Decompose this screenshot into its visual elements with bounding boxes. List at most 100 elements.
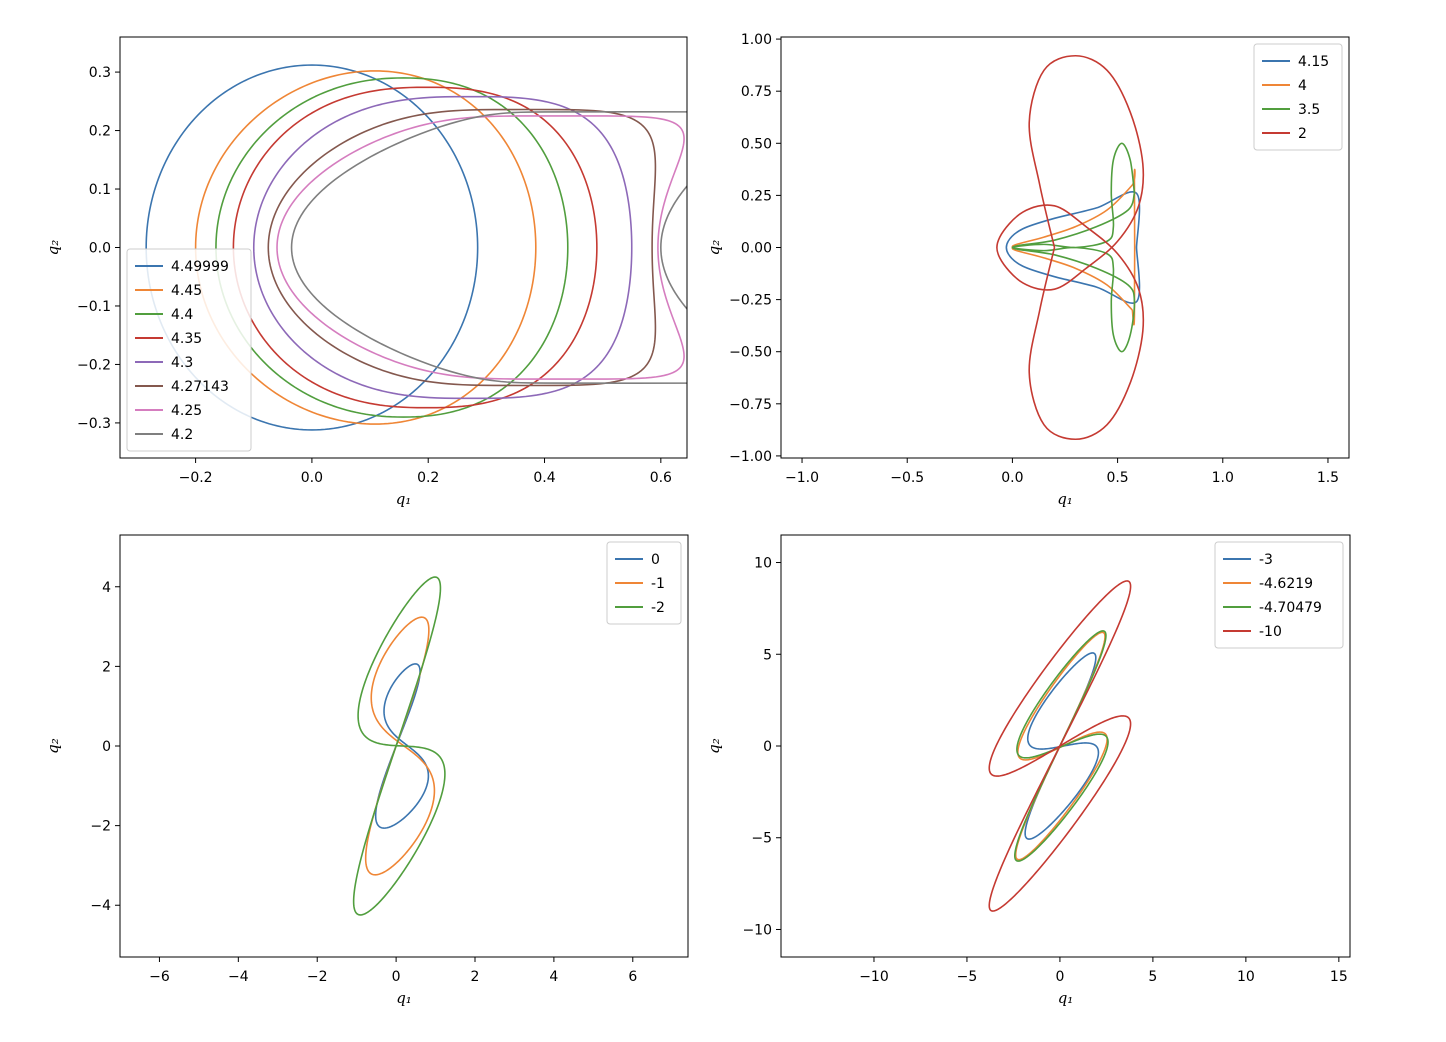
y-axis-label: q₂ <box>44 240 62 256</box>
y-tick-label: 0.25 <box>741 188 772 204</box>
y-tick-label: 0 <box>102 739 111 755</box>
legend-entry: 3.5 <box>1298 102 1320 118</box>
x-axis-label: q₁ <box>396 989 412 1007</box>
legend-box <box>606 541 682 625</box>
legend: 0 -1 -2 <box>606 541 682 625</box>
y-tick-label: 10 <box>754 556 772 572</box>
x-tick-label: −5 <box>957 969 978 985</box>
legend-entry: -3 <box>1259 552 1273 568</box>
series-line-2 <box>1011 168 1136 326</box>
series-line-4 <box>996 54 1145 441</box>
legend-entry: 4 <box>1298 78 1307 94</box>
legend-box <box>1214 541 1344 649</box>
series-line-1 <box>1005 191 1141 304</box>
x-tick-label: 0.5 <box>1106 470 1128 486</box>
series-line-3 <box>1011 142 1136 353</box>
y-tick-label: 2 <box>102 659 111 675</box>
legend-entry: 4.25 <box>171 403 202 419</box>
y-tick-label: 0.0 <box>89 241 111 257</box>
x-axis-label: q₁ <box>1058 989 1074 1007</box>
series-line-4 <box>988 580 1132 912</box>
y-tick-label: 0.75 <box>741 84 772 100</box>
legend-entry: -4.6219 <box>1259 576 1313 592</box>
series-line-1 <box>145 64 479 431</box>
x-tick-label: −2 <box>307 969 328 985</box>
x-tick-label: 0 <box>1055 969 1064 985</box>
series-group <box>352 576 446 916</box>
legend-entry: 4.4 <box>171 307 193 323</box>
legend-entry: 2 <box>1298 126 1307 142</box>
x-tick-label: −1.0 <box>785 470 819 486</box>
x-tick-label: −0.2 <box>179 470 213 486</box>
y-axis-label: q₂ <box>44 738 62 754</box>
series-group <box>996 54 1145 441</box>
y-tick-label: −2 <box>90 819 111 835</box>
x-tick-label: 0.0 <box>301 470 323 486</box>
y-tick-label: 0.2 <box>89 124 111 140</box>
series-group <box>145 64 687 431</box>
y-tick-label: −0.25 <box>729 293 772 309</box>
y-tick-label: 4 <box>102 580 111 596</box>
legend-entry: 4.35 <box>171 331 202 347</box>
x-tick-label: 0.4 <box>533 470 555 486</box>
y-tick-label: −4 <box>90 898 111 914</box>
y-tick-label: −0.75 <box>729 397 772 413</box>
legend-entry: 4.15 <box>1298 54 1329 70</box>
chart-panel-2: −1.0 −0.5 0.0 0.5 1.0 1.5 −1.00 −0.75 −0.50 −0.25… <box>705 32 1350 508</box>
x-tick-label: 10 <box>1237 969 1255 985</box>
series-line-2 <box>194 70 537 425</box>
legend: -3 -4.6219 -4.70479 -10 <box>1214 541 1344 649</box>
y-tick-label: −0.3 <box>77 416 111 432</box>
x-tick-label: 0.0 <box>1001 470 1023 486</box>
legend-entry: -2 <box>651 600 665 616</box>
y-tick-label: −5 <box>751 831 772 847</box>
y-tick-label: 0.3 <box>89 65 111 81</box>
series-line-7 <box>276 115 685 380</box>
chart-panel-3: −6 −4 −2 0 2 4 6 −4 −2 0 2 4 q₁ q₂ 0 -1 -2 <box>44 534 689 1007</box>
x-tick-label: −0.5 <box>890 470 924 486</box>
legend-entry: -10 <box>1259 624 1282 640</box>
y-tick-label: 5 <box>763 647 772 663</box>
x-tick-label: 2 <box>471 969 480 985</box>
x-tick-label: 0.6 <box>650 470 672 486</box>
x-tick-label: 1.5 <box>1317 470 1339 486</box>
y-tick-label: −0.50 <box>729 345 772 361</box>
legend-entry: -1 <box>651 576 665 592</box>
series-group <box>988 580 1132 912</box>
series-line-3 <box>1014 630 1109 862</box>
y-axis-label: q₂ <box>705 738 723 754</box>
x-axis-label: q₁ <box>1057 490 1073 508</box>
legend-entry: 0 <box>651 552 660 568</box>
series-line-5 <box>252 95 633 400</box>
legend-entry: 4.49999 <box>171 259 229 275</box>
series-line-6 <box>267 108 657 387</box>
x-tick-label: 5 <box>1148 969 1157 985</box>
x-tick-label: −6 <box>149 969 170 985</box>
y-tick-label: −10 <box>742 922 772 938</box>
x-tick-label: 0.2 <box>417 470 439 486</box>
y-tick-label: 0.1 <box>89 182 111 198</box>
series-line-3 <box>352 576 446 916</box>
legend-entry: 4.2 <box>171 427 193 443</box>
series-line-8 <box>290 111 687 384</box>
legend-entry: -4.70479 <box>1259 600 1322 616</box>
x-tick-label: 1.0 <box>1212 470 1234 486</box>
series-line-3 <box>215 77 569 418</box>
legend-entry: 4.27143 <box>171 379 229 395</box>
x-tick-label: 4 <box>549 969 558 985</box>
x-tick-label: −4 <box>228 969 249 985</box>
y-tick-label: 0.50 <box>741 136 772 152</box>
x-tick-label: −10 <box>859 969 889 985</box>
x-tick-label: 6 <box>628 969 637 985</box>
y-tick-label: 0 <box>763 739 772 755</box>
legend-box <box>1253 43 1343 151</box>
legend-entry: 4.3 <box>171 355 193 371</box>
y-tick-label: −0.1 <box>77 299 111 315</box>
y-tick-label: −1.00 <box>729 449 772 465</box>
x-axis-label: q₁ <box>396 490 412 508</box>
x-tick-label: 0 <box>392 969 401 985</box>
legend-entry: 4.45 <box>171 283 202 299</box>
legend: 4.15 4 3.5 2 <box>1253 43 1343 151</box>
chart-panel-1: −0.2 0.0 0.2 0.4 0.6 −0.3 −0.2 −0.1 0.0 0.1 0.2 0.3… <box>44 36 688 508</box>
